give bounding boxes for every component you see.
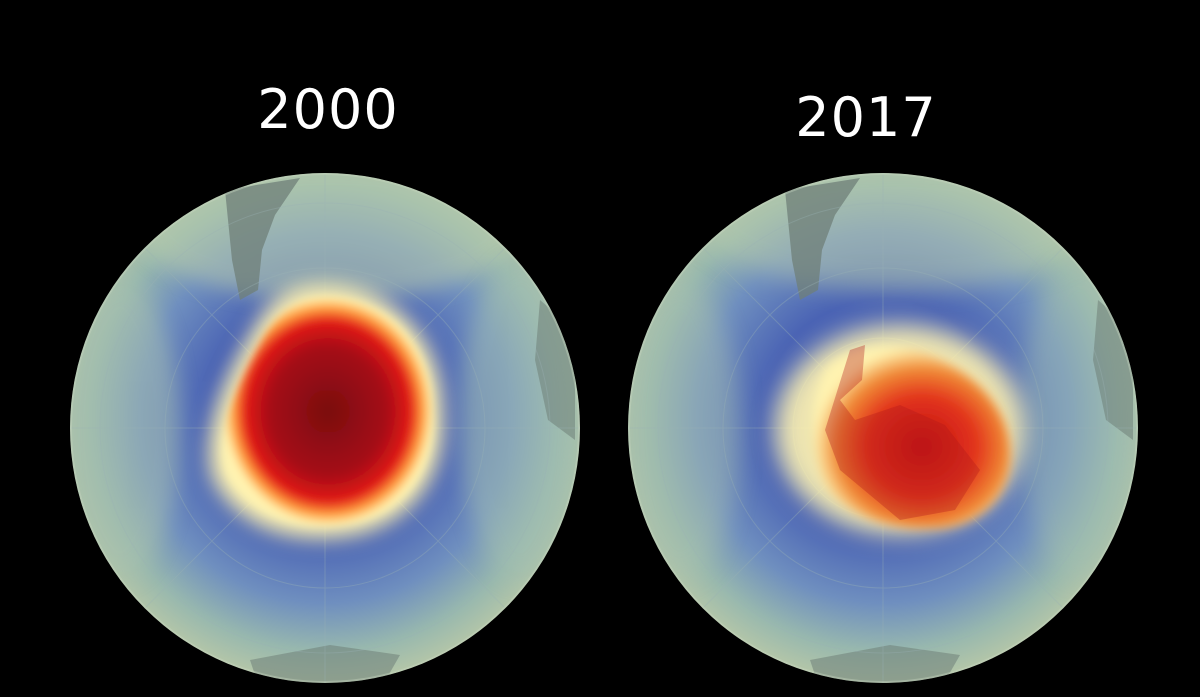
- globe-2017: [628, 173, 1138, 683]
- ozone-hole-2000: [223, 297, 433, 526]
- ozone-hole-2017: [813, 347, 1011, 529]
- year-label-2000: 2000: [257, 78, 399, 141]
- year-label-2017: 2017: [795, 86, 937, 149]
- globe-2000: [70, 173, 580, 683]
